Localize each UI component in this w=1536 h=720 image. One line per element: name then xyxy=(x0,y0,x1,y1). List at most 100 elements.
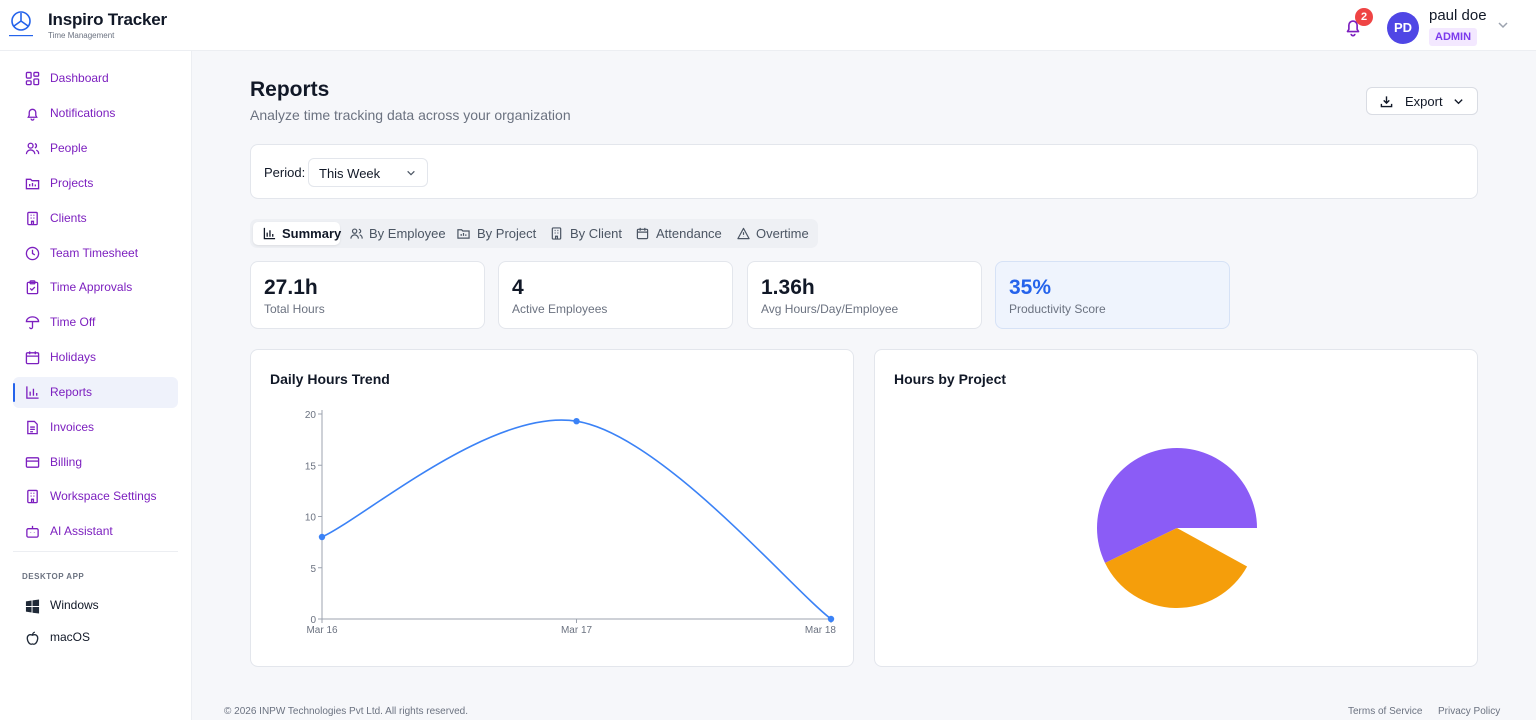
y-tick-label: 0 xyxy=(310,615,316,626)
hours-by-project-chart xyxy=(1097,447,1257,608)
building-icon xyxy=(551,227,562,240)
data-point xyxy=(827,615,835,623)
notification-bell-icon[interactable] xyxy=(1342,16,1364,38)
calendar-icon xyxy=(636,227,649,240)
sidebar-item-label: Time Off xyxy=(50,315,96,329)
sidebar-item-label: Clients xyxy=(50,211,87,225)
tab-overtime[interactable]: Overtime xyxy=(727,222,815,245)
sidebar: Dashboard Notifications People Projects … xyxy=(0,51,192,720)
sidebar-item-notifications[interactable]: Notifications xyxy=(13,98,178,129)
stat-card-total-hours: 27.1h Total Hours xyxy=(250,261,485,329)
invoice-icon xyxy=(27,420,38,435)
sidebar-item-holidays[interactable]: Holidays xyxy=(13,342,178,373)
tab-summary[interactable]: Summary xyxy=(253,222,342,245)
period-label: Period: xyxy=(264,165,306,180)
sidebar-item-people[interactable]: People xyxy=(13,133,178,164)
tab-attendance[interactable]: Attendance xyxy=(626,222,726,245)
sidebar-item-projects[interactable]: Projects xyxy=(13,168,178,199)
sidebar-item-time-off[interactable]: Time Off xyxy=(13,307,178,338)
avatar[interactable]: PD xyxy=(1387,12,1419,44)
sidebar-item-label: AI Assistant xyxy=(50,524,113,538)
desktop-section-heading: DESKTOP APP xyxy=(22,572,85,581)
export-button[interactable]: Export xyxy=(1366,87,1478,115)
sidebar-item-billing[interactable]: Billing xyxy=(13,447,178,478)
tab-label: Attendance xyxy=(656,226,722,241)
sidebar-item-label: Time Approvals xyxy=(50,280,133,294)
x-tick-label: Mar 18 xyxy=(805,625,837,636)
desktop-item-macos[interactable]: macOS xyxy=(13,626,178,650)
stat-label: Avg Hours/Day/Employee xyxy=(761,302,899,316)
user-name[interactable]: paul doe xyxy=(1429,7,1487,24)
sidebar-item-workspace-settings[interactable]: Workspace Settings xyxy=(13,481,178,512)
y-tick-label: 20 xyxy=(305,410,317,421)
notification-count-badge: 2 xyxy=(1355,8,1373,26)
x-tick-label: Mar 16 xyxy=(306,625,338,636)
terms-link[interactable]: Terms of Service xyxy=(1348,706,1423,717)
sidebar-item-label: Holidays xyxy=(50,350,97,364)
stat-value: 4 xyxy=(512,276,524,299)
report-tabs: Summary By Employee By Project By Client… xyxy=(250,219,818,248)
sidebar-item-label: People xyxy=(50,141,88,155)
sidebar-item-invoices[interactable]: Invoices xyxy=(13,412,178,443)
stat-card-active-employees: 4 Active Employees xyxy=(498,261,733,329)
page-title: Reports xyxy=(250,78,330,101)
period-select[interactable]: This Week xyxy=(308,158,428,187)
sidebar-item-ai-assistant[interactable]: AI Assistant xyxy=(13,516,178,547)
sidebar-item-reports[interactable]: Reports xyxy=(13,377,178,408)
tab-label: Summary xyxy=(282,226,342,241)
chevron-down-icon xyxy=(407,170,415,176)
data-point xyxy=(318,533,326,541)
sidebar-divider xyxy=(13,551,178,552)
stat-card-productivity-score: 35% Productivity Score xyxy=(995,261,1230,329)
sidebar-item-time-approvals[interactable]: Time Approvals xyxy=(13,272,178,303)
stat-card-avg-hours: 1.36h Avg Hours/Day/Employee xyxy=(747,261,982,329)
clipboard-check-icon xyxy=(26,280,39,295)
hours-by-project-card: Hours by Project xyxy=(874,349,1478,667)
stat-label: Active Employees xyxy=(512,302,608,316)
chevron-down-icon[interactable] xyxy=(1497,19,1509,31)
sidebar-item-clients[interactable]: Clients xyxy=(13,203,178,234)
tab-by-project[interactable]: By Project xyxy=(447,222,539,245)
page-subtitle: Analyze time tracking data across your o… xyxy=(250,107,571,123)
desktop-item-windows[interactable]: Windows xyxy=(13,594,178,618)
tab-by-client[interactable]: By Client xyxy=(540,222,626,245)
robot-icon xyxy=(26,525,39,538)
tab-label: By Client xyxy=(570,226,623,241)
app-subtitle: Time Management xyxy=(48,31,115,40)
bar-chart-icon xyxy=(263,227,276,240)
dashboard-icon xyxy=(25,71,40,86)
y-tick-label: 15 xyxy=(305,461,317,472)
user-role-badge: ADMIN xyxy=(1429,28,1478,46)
sidebar-item-label: Team Timesheet xyxy=(50,246,139,260)
privacy-link[interactable]: Privacy Policy xyxy=(1438,706,1501,717)
apple-icon xyxy=(26,631,39,645)
tab-label: By Employee xyxy=(369,226,446,241)
sidebar-item-team-timesheet[interactable]: Team Timesheet xyxy=(13,238,178,269)
y-tick-label: 10 xyxy=(305,513,317,524)
period-filter-card: Period: This Week xyxy=(250,144,1478,199)
people-icon xyxy=(25,142,40,155)
sidebar-item-label: Dashboard xyxy=(50,71,109,85)
stat-value: 1.36h xyxy=(761,276,815,299)
sidebar-item-label: Billing xyxy=(50,455,83,469)
stat-label: Total Hours xyxy=(264,302,325,316)
top-bar: Inspiro Tracker Time Management 2 PD pau… xyxy=(0,0,1536,51)
brand[interactable]: Inspiro Tracker Time Management xyxy=(8,10,167,41)
pie-slice xyxy=(1097,447,1257,563)
stat-label: Productivity Score xyxy=(1009,302,1106,316)
tab-by-employee[interactable]: By Employee xyxy=(340,222,447,245)
warning-icon xyxy=(737,227,750,240)
windows-icon xyxy=(25,599,40,614)
sidebar-item-dashboard[interactable]: Dashboard xyxy=(13,63,178,94)
sidebar-item-label: Workspace Settings xyxy=(50,489,157,503)
folder-icon xyxy=(457,229,470,239)
desktop-item-label: macOS xyxy=(50,630,91,644)
tab-label: Overtime xyxy=(756,226,809,241)
umbrella-icon xyxy=(25,316,40,330)
export-label: Export xyxy=(1405,94,1443,109)
period-select-value: This Week xyxy=(319,166,381,181)
stat-value: 35% xyxy=(1009,276,1052,299)
people-icon xyxy=(350,228,363,239)
chart-title: Daily Hours Trend xyxy=(270,371,390,387)
building-icon xyxy=(27,211,38,226)
